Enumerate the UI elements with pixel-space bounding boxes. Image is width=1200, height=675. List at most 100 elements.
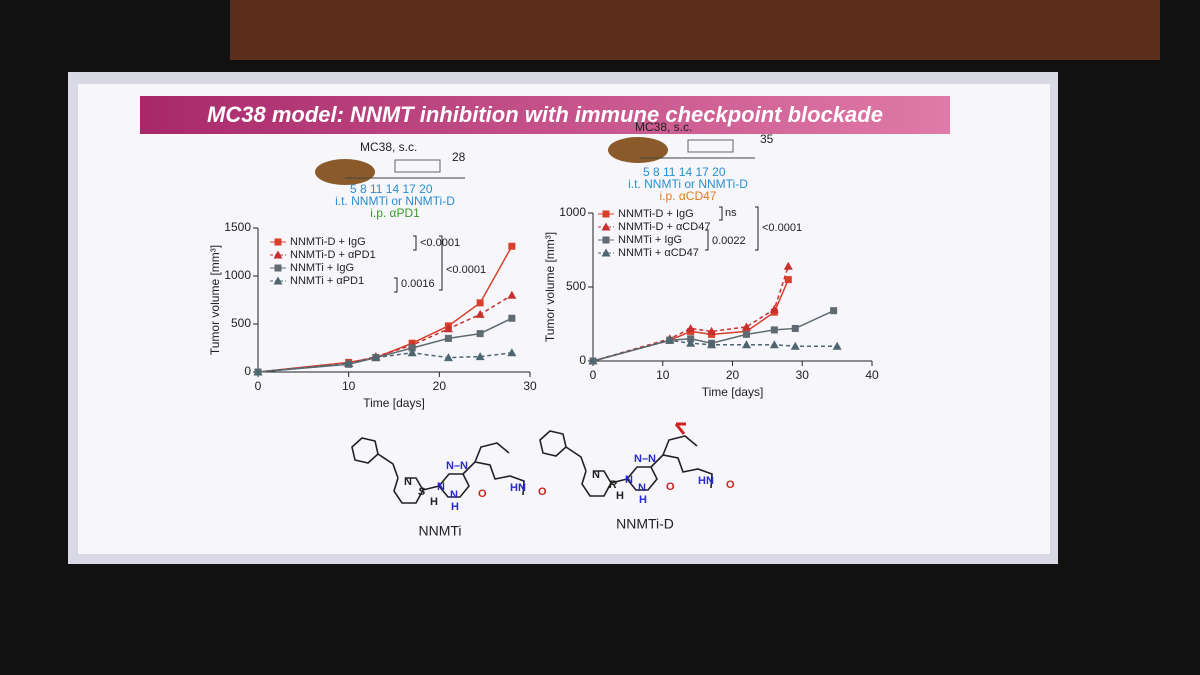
x-tick-label: 20 [726,368,740,382]
y-tick-label: 1500 [224,220,251,234]
legend-label: NNMTi-D + IgG [618,208,694,220]
bracket [705,229,709,251]
y-tick-label: 500 [231,316,251,330]
annotation: 0.0022 [712,235,746,247]
atom: N–N [634,453,656,465]
title-bar [140,96,950,134]
atom: N [450,489,458,501]
x-axis-label: Time [days] [702,385,764,399]
y-axis-label: Tumor volume [mm³] [208,245,222,355]
scheme-days: 5 8 11 14 17 20 [350,182,433,196]
marker [707,326,717,335]
marker [444,334,452,342]
slide-title: MC38 model: NNMT inhibition with immune … [207,102,883,127]
legend-label: NNMTi + αCD47 [618,247,699,259]
y-tick-label: 0 [244,364,251,378]
marker [784,276,792,284]
scheme-days: 5 8 11 14 17 20 [643,165,726,179]
scheme-end: 35 [760,132,774,146]
bracket [755,206,759,251]
compound-name: NNMTi-D [616,516,674,532]
marker [475,352,485,361]
marker [407,348,417,357]
legend-marker [273,250,283,259]
marker [686,323,696,332]
marker [507,348,517,357]
atom: O [726,479,735,491]
bonds [539,430,713,497]
compound-name: NNMTi [418,523,461,539]
y-tick-label: 500 [566,279,586,293]
marker [476,330,484,338]
marker [783,261,793,270]
scheme-it: i.t. NNMTi or NNMTi-D [628,177,748,191]
atom: N–N [446,460,468,472]
marker [507,290,517,299]
legend-marker [273,276,283,285]
marker [790,341,800,350]
marker [686,338,696,347]
atom: O [666,481,675,493]
annotation: <0.0001 [446,264,486,276]
marker [665,335,675,344]
caliper-icon [394,159,441,173]
bracket [413,235,417,251]
bonds [351,437,525,504]
marker [741,340,751,349]
scheme-ip: i.p. αPD1 [370,206,420,220]
atom: H [451,501,459,513]
marker [832,341,842,350]
arrow-icon [674,422,686,435]
structure: N S H N–N N N H O HN O NNMTi [351,437,547,539]
atom: N [437,481,445,493]
atom: H [430,496,438,508]
atom: R [609,479,617,491]
atom: N [638,482,646,494]
legend-marker [274,238,282,246]
slide [78,84,1050,554]
x-tick-label: 20 [433,379,447,393]
marker [588,356,598,365]
x-tick-label: 30 [796,368,810,382]
marker [769,304,779,313]
legend-marker [602,210,610,218]
bracket [439,235,443,291]
marker [742,330,750,338]
annotation: <0.0001 [762,222,802,234]
marker [707,340,717,349]
annotation: 0.0016 [401,278,435,290]
annotation: <0.0001 [420,237,460,249]
marker [371,353,381,362]
marker [770,326,778,334]
x-axis-label: Time [days] [363,396,425,410]
marker [408,344,416,352]
y-tick-label: 1000 [224,268,251,282]
marker [769,340,779,349]
legend-label: NNMTi + IgG [290,262,354,274]
legend-label: NNMTi + αPD1 [290,275,364,287]
marker [443,324,453,333]
legend-label: NNMTi-D + IgG [290,236,366,248]
atom: N [625,474,633,486]
x-tick-label: 10 [342,379,356,393]
mouse-icon [608,137,668,163]
y-axis-label: Tumor volume [mm³] [543,232,557,342]
marker [476,299,484,307]
mouse-icon [315,159,375,185]
x-tick-label: 0 [255,379,262,393]
marker [344,358,354,367]
marker [253,367,263,376]
marker [508,314,516,322]
marker [791,324,799,332]
annotation: ns [725,207,737,219]
legend-label: NNMTi-D + αPD1 [290,249,376,261]
scheme: MC38, s.c. 28 5 8 11 14 17 20 i.t. NNMTi… [315,140,466,220]
atom: H [639,494,647,506]
legend-marker [602,236,610,244]
x-tick-label: 0 [590,368,597,382]
atom: N [592,469,600,481]
scheme-it: i.t. NNMTi or NNMTi-D [335,194,455,208]
atom: H [616,490,624,502]
atom: S [418,486,426,498]
